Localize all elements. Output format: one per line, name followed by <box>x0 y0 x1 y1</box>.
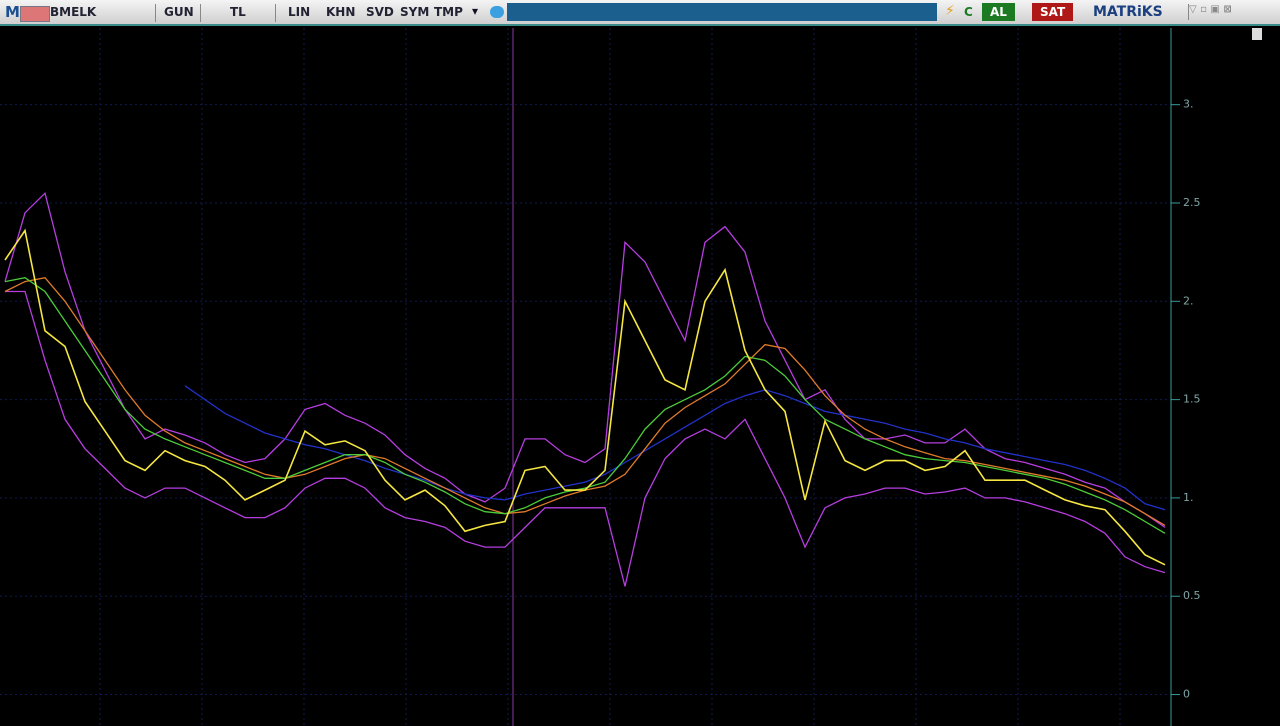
toolbar-button[interactable]: SVD <box>366 5 394 19</box>
buy-button[interactable]: AL <box>982 3 1015 21</box>
y-tick-label: 2. <box>1183 294 1194 307</box>
y-tick-label: 0.5 <box>1183 589 1201 602</box>
status-area <box>507 3 937 21</box>
symbol[interactable]: BMELK <box>50 5 97 19</box>
window-controls[interactable]: ▽ ▫ ▣ ⊠ <box>1188 4 1277 20</box>
sell-button[interactable]: SAT <box>1032 3 1074 21</box>
panel-button[interactable] <box>1252 28 1262 40</box>
y-tick-label: 1. <box>1183 491 1194 504</box>
currency-button[interactable]: TL <box>230 5 246 19</box>
series-line <box>4 191 1166 528</box>
chart: 0 0.5 1. 1.5 2. 2.5 3. <box>0 28 1262 726</box>
toolbar: M BMELK GUN TL LIN KHN SVD SYM TMP ▾ ⚡ C… <box>0 0 1280 26</box>
separator <box>275 4 276 22</box>
flash-icon[interactable]: ⚡ <box>945 3 955 19</box>
separator <box>200 4 201 22</box>
dropdown-arrow[interactable]: ▾ <box>472 4 479 18</box>
logo[interactable]: M <box>5 3 20 21</box>
y-tick-label: 3. <box>1183 98 1194 111</box>
series-line <box>4 277 1166 534</box>
series-line <box>4 228 1166 566</box>
y-tick-label: 0 <box>1183 688 1190 701</box>
series-line <box>5 290 1166 587</box>
period-button[interactable]: GUN <box>164 5 194 19</box>
symbol-icon[interactable] <box>20 6 50 22</box>
toolbar-button[interactable]: LIN <box>288 5 311 19</box>
series-line <box>184 385 1166 511</box>
refresh-button[interactable]: C <box>964 5 973 19</box>
toolbar-button[interactable]: SYM <box>400 5 430 19</box>
toolbar-button[interactable]: KHN <box>326 5 356 19</box>
toolbar-button[interactable]: TMP <box>434 5 463 19</box>
twitter-icon[interactable] <box>490 6 504 18</box>
y-tick-label: 1.5 <box>1183 393 1201 406</box>
y-tick-label: 2.5 <box>1183 196 1201 209</box>
separator <box>155 4 156 22</box>
brand: MATRiKS <box>1093 4 1163 20</box>
